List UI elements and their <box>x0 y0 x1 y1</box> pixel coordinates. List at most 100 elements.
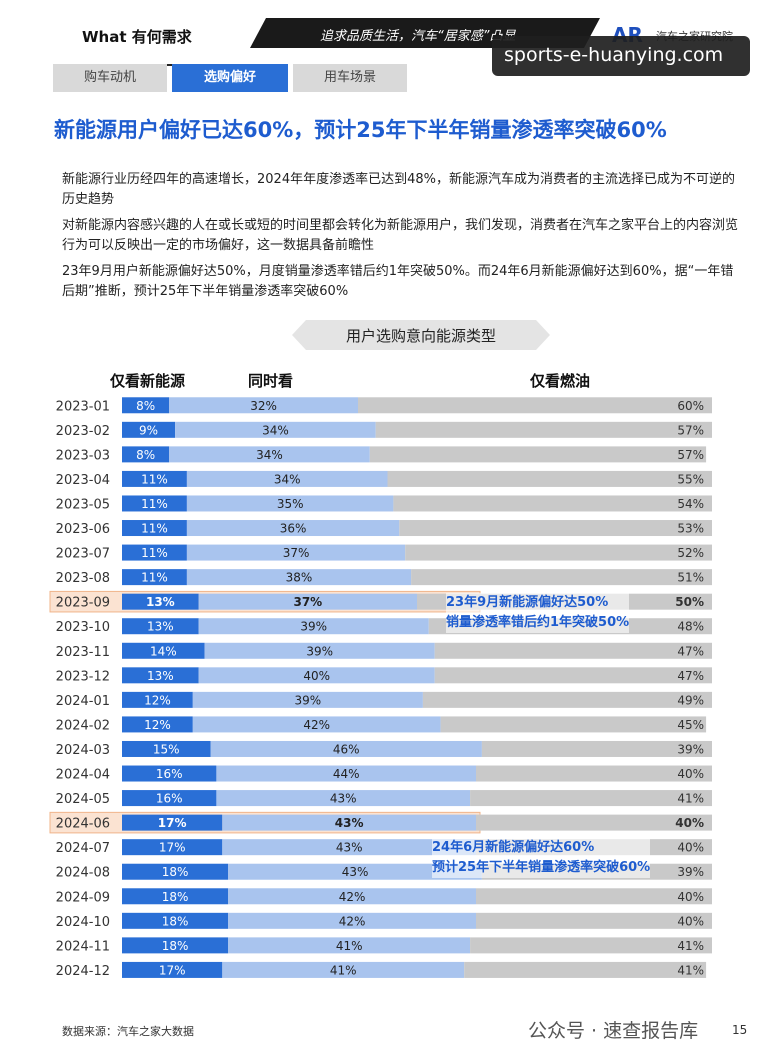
chart-title: 用户选购意向能源类型 <box>345 327 496 345</box>
data-label: 57% <box>677 423 704 437</box>
legend-fuel-only: 仅看燃油 <box>530 372 591 390</box>
bar-segment <box>122 839 223 856</box>
category-label: 2023-06 <box>56 522 110 537</box>
data-label: 17% <box>159 841 186 855</box>
data-label: 42% <box>303 718 330 732</box>
bar-segment <box>228 888 476 905</box>
data-label: 13% <box>147 669 174 683</box>
bar-segment <box>440 716 707 733</box>
data-source: 数据来源：汽车之家大数据 <box>62 1025 194 1038</box>
bar-segment <box>122 544 187 561</box>
data-label: 60% <box>677 399 704 413</box>
data-label: 40% <box>677 890 704 904</box>
bar-segment <box>198 593 417 610</box>
bar-segment <box>228 937 471 954</box>
annotation-2023-09: 23年9月新能源偏好达50% 销量渗透率错后约1年突破50% <box>446 593 630 633</box>
category-label: 2024-12 <box>56 964 110 979</box>
data-label: 53% <box>677 522 704 536</box>
bar-segment <box>476 765 712 782</box>
data-label: 39% <box>677 865 704 879</box>
annotation-line: 24年6月新能源偏好达60% <box>432 840 595 855</box>
tab-usage-scenario[interactable]: 用车场景 <box>293 64 407 92</box>
bar-segment <box>476 912 712 929</box>
bar-segment <box>476 814 712 831</box>
data-label: 43% <box>342 865 369 879</box>
page-number: 15 <box>732 1023 748 1037</box>
tab-purchase-preference[interactable]: 选购偏好 <box>172 64 288 92</box>
site-watermark: sports-e-huanying.com <box>492 36 750 76</box>
data-label: 40% <box>677 914 704 928</box>
data-label: 11% <box>141 497 168 511</box>
data-label: 8% <box>136 448 155 462</box>
bar-segment <box>470 790 712 807</box>
data-label: 43% <box>335 816 364 830</box>
data-label: 57% <box>677 448 704 462</box>
data-label: 39% <box>677 742 704 756</box>
data-label: 40% <box>303 669 330 683</box>
page-title: 新能源用户偏好已达60%，预计25年下半年销量渗透率突破60% <box>54 118 667 142</box>
data-label: 14% <box>150 644 177 658</box>
category-label: 2023-12 <box>56 669 110 684</box>
bar-segment <box>122 593 199 610</box>
data-label: 34% <box>256 448 283 462</box>
bar-segment <box>222 839 476 856</box>
data-label: 46% <box>333 742 360 756</box>
category-label: 2023-11 <box>56 645 110 660</box>
data-label: 43% <box>336 841 363 855</box>
bar-segment <box>122 912 229 929</box>
bar-segment <box>228 912 476 929</box>
bar-segment <box>198 618 429 635</box>
data-label: 11% <box>141 472 168 486</box>
header-rule <box>54 64 284 66</box>
data-label: 11% <box>141 522 168 536</box>
bar-segment <box>192 716 441 733</box>
tab-purchase-motivation[interactable]: 购车动机 <box>53 64 167 92</box>
data-label: 43% <box>330 792 357 806</box>
bar-segment <box>411 569 712 586</box>
bar-segment <box>122 937 229 954</box>
data-label: 45% <box>677 718 704 732</box>
data-label: 52% <box>677 546 704 560</box>
data-label: 51% <box>677 571 704 585</box>
bar-segment <box>216 790 471 807</box>
bar-segment <box>122 446 170 463</box>
bar-segment <box>210 740 482 757</box>
data-label: 16% <box>156 767 183 781</box>
bar-segment <box>122 814 223 831</box>
category-label: 2024-04 <box>56 768 110 783</box>
data-label: 16% <box>156 792 183 806</box>
category-label: 2023-08 <box>56 571 110 586</box>
data-label: 55% <box>677 472 704 486</box>
bar-segment <box>186 470 388 487</box>
bar-segment <box>122 520 187 537</box>
category-label: 2024-03 <box>56 743 110 758</box>
header-banner-text: 追求品质生活，汽车“居家感”凸显 <box>320 29 516 44</box>
bar-segment <box>204 642 435 659</box>
category-label: 2023-05 <box>56 497 110 512</box>
data-label: 18% <box>162 939 189 953</box>
bar-segment <box>393 495 712 512</box>
bar-segment <box>222 814 476 831</box>
data-label: 12% <box>144 718 171 732</box>
data-label: 36% <box>280 522 307 536</box>
data-label: 49% <box>677 693 704 707</box>
legend-both: 同时看 <box>248 372 294 390</box>
data-label: 39% <box>300 620 327 634</box>
stacked-bar-chart: 2023-01 8% 32% 60% 2023-02 9% 34% 57% 2023-03 8% 3… <box>49 397 712 979</box>
data-label: 34% <box>274 472 301 486</box>
paragraph: 新能源行业历经四年的高速增长，2024年年度渗透率已达到48%，新能源汽车成为消… <box>62 172 735 207</box>
data-label: 38% <box>286 571 313 585</box>
bar-segment <box>476 888 712 905</box>
data-label: 13% <box>146 595 175 609</box>
data-label: 11% <box>141 546 168 560</box>
category-label: 2023-04 <box>56 473 110 488</box>
bar-segment <box>122 765 217 782</box>
bar-segment <box>434 667 712 684</box>
bar-segment <box>405 544 712 561</box>
category-label: 2024-05 <box>56 792 110 807</box>
annotation-line: 预计25年下半年销量渗透率突破60% <box>432 860 651 875</box>
bar-segment <box>169 397 358 414</box>
data-label: 44% <box>333 767 360 781</box>
data-label: 41% <box>336 939 363 953</box>
category-label: 2024-02 <box>56 718 110 733</box>
